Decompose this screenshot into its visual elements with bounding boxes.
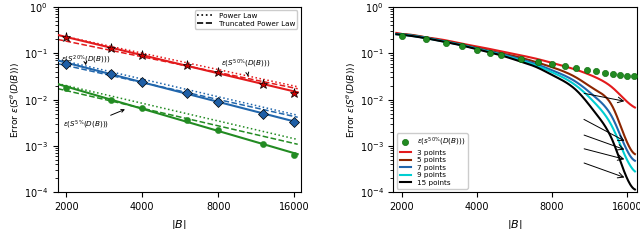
Legend: $\epsilon(s^{50\%}(D(B)))$, 3 points, 5 points, 7 points, 9 points, 15 points: $\epsilon(s^{50\%}(D(B)))$, 3 points, 5 … — [397, 133, 468, 189]
3 points — [631, 106, 639, 109]
15 points — [470, 47, 478, 50]
5 points — [488, 50, 495, 53]
Text: $\epsilon(S^{50\%}(D(B)))$: $\epsilon(S^{50\%}(D(B)))$ — [221, 58, 270, 76]
Line: 9 points: 9 points — [396, 34, 635, 171]
7 points — [543, 67, 550, 69]
3 points — [566, 66, 573, 69]
$\epsilon(s^{50\%}(D(B)))$ — [623, 74, 631, 77]
15 points — [543, 71, 550, 73]
$\epsilon(s^{50\%}(D(B)))$ — [609, 72, 616, 75]
7 points — [564, 76, 572, 79]
5 points — [566, 73, 574, 76]
$\epsilon(s^{50\%}(D(B)))$ — [561, 65, 568, 68]
$\epsilon(s^{50\%}(D(B)))$ — [630, 75, 637, 78]
3 points — [470, 45, 478, 47]
$\epsilon(s^{50\%}(D(B)))$ — [497, 54, 505, 57]
3 points — [543, 60, 550, 63]
$\epsilon(s^{50\%}(D(B)))$ — [398, 34, 406, 37]
7 points — [470, 46, 478, 49]
7 points — [566, 77, 573, 79]
$\epsilon(s^{50\%}(D(B)))$ — [582, 68, 590, 71]
9 points — [566, 80, 573, 83]
7 points — [392, 33, 400, 35]
5 points — [631, 153, 639, 155]
9 points — [543, 68, 550, 71]
15 points — [487, 51, 495, 54]
5 points — [392, 33, 400, 35]
$\epsilon(s^{50\%}(D(B)))$ — [459, 44, 467, 47]
$\epsilon(s^{50\%}(D(B)))$ — [486, 52, 493, 55]
5 points — [395, 33, 403, 35]
$\epsilon(s^{50\%}(D(B)))$ — [616, 74, 624, 76]
$\epsilon(s^{50\%}(D(B)))$ — [442, 41, 450, 44]
Line: $\epsilon(s^{50\%}(D(B)))$: $\epsilon(s^{50\%}(D(B)))$ — [399, 33, 637, 79]
$\epsilon(s^{50\%}(D(B)))$ — [473, 48, 481, 51]
$\epsilon(s^{50\%}(D(B)))$ — [572, 67, 580, 69]
5 points — [543, 64, 551, 67]
Y-axis label: Error $\epsilon(S^{\theta}(D(B)))$: Error $\epsilon(S^{\theta}(D(B)))$ — [345, 62, 358, 138]
Text: $\epsilon(S^{5\%}(D(B)))$: $\epsilon(S^{5\%}(D(B)))$ — [63, 109, 124, 131]
5 points — [565, 72, 573, 75]
3 points — [487, 48, 495, 51]
$\epsilon(s^{50\%}(D(B)))$ — [534, 60, 541, 63]
9 points — [421, 37, 429, 39]
Line: 7 points: 7 points — [396, 34, 635, 161]
3 points — [564, 66, 572, 69]
$\epsilon(s^{50\%}(D(B)))$ — [601, 71, 609, 74]
15 points — [566, 84, 573, 86]
3 points — [392, 32, 400, 34]
$\epsilon(s^{50\%}(D(B)))$ — [548, 63, 556, 65]
Line: 3 points: 3 points — [396, 33, 635, 107]
3 points — [421, 36, 429, 39]
9 points — [564, 79, 572, 82]
X-axis label: $|B|$: $|B|$ — [172, 218, 187, 229]
9 points — [470, 47, 478, 49]
7 points — [487, 50, 495, 53]
5 points — [471, 46, 479, 49]
Line: 15 points: 15 points — [396, 34, 635, 189]
7 points — [631, 159, 639, 162]
Line: 5 points: 5 points — [396, 34, 635, 154]
15 points — [631, 188, 639, 191]
15 points — [421, 37, 429, 39]
Y-axis label: Error $\epsilon(S^{\theta}(D(B)))$: Error $\epsilon(S^{\theta}(D(B)))$ — [9, 62, 22, 138]
15 points — [392, 33, 400, 36]
Legend: Power Law, Truncated Power Law: Power Law, Truncated Power Law — [195, 11, 298, 29]
9 points — [631, 170, 639, 173]
$\epsilon(s^{50\%}(D(B)))$ — [592, 70, 600, 73]
$\epsilon(s^{50\%}(D(B)))$ — [422, 38, 430, 41]
9 points — [487, 51, 495, 54]
7 points — [421, 36, 429, 39]
5 points — [422, 36, 429, 39]
15 points — [564, 83, 572, 85]
X-axis label: $|B|$: $|B|$ — [508, 218, 523, 229]
$\epsilon(s^{50\%}(D(B)))$ — [517, 58, 525, 60]
9 points — [392, 33, 400, 35]
Text: $\epsilon(S^{20\%}(D(B)))$: $\epsilon(S^{20\%}(D(B)))$ — [61, 54, 110, 66]
